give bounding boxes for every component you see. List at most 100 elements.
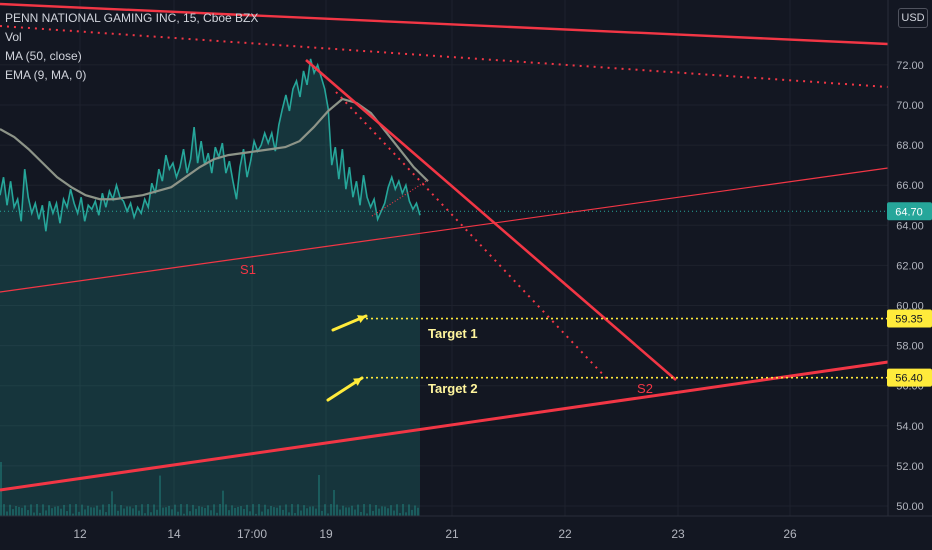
volume-bar [381, 506, 383, 516]
y-tick-label: 54.00 [896, 421, 924, 433]
descending-trendline [305, 59, 677, 381]
volume-bar [141, 504, 143, 516]
volume-bar [189, 511, 191, 516]
volume-bar [393, 510, 395, 516]
volume-bar [342, 505, 344, 516]
volume-bar [273, 507, 275, 516]
volume-bar [120, 505, 122, 516]
volume-bar [87, 505, 89, 516]
x-tick-label: 23 [671, 527, 685, 541]
volume-bar [366, 513, 368, 516]
volume-bar [12, 509, 14, 516]
volume-bar [360, 511, 362, 516]
volume-bar [21, 507, 23, 516]
volume-bar [135, 505, 137, 516]
y-tick-label: 72.00 [896, 60, 924, 72]
currency-button[interactable]: USD [898, 8, 928, 28]
volume-bar [147, 504, 149, 516]
volume-bar [252, 504, 254, 516]
s1-support-line [0, 167, 889, 293]
trend-drawings[interactable] [0, 2, 889, 492]
volume-bar [282, 509, 284, 516]
volume-bar [111, 491, 113, 516]
legend-ema[interactable]: EMA (9, MA, 0) [5, 68, 87, 82]
volume-bar [159, 475, 161, 516]
x-tick-label: 19 [319, 527, 333, 541]
volume-bar [324, 504, 326, 516]
y-tick-label: 68.00 [896, 140, 924, 152]
volume-bar [24, 505, 26, 516]
volume-bar [96, 505, 98, 516]
volume-bar [414, 505, 416, 516]
volume-bar [303, 505, 305, 516]
volume-bar [72, 513, 74, 516]
y-tick-label: 70.00 [896, 100, 924, 112]
volume-bar [267, 509, 269, 516]
volume-bar [84, 509, 86, 516]
legend-ma[interactable]: MA (50, close) [5, 49, 82, 63]
volume-bar [6, 511, 8, 516]
x-tick-label: 26 [783, 527, 797, 541]
volume-bar [417, 507, 419, 516]
volume-bar [291, 504, 293, 516]
volume-bar [369, 504, 371, 516]
volume-bar [405, 512, 407, 516]
volume-bar [78, 511, 80, 516]
volume-bar [354, 509, 356, 516]
volume-bar [216, 512, 218, 516]
volume-bar [129, 506, 131, 516]
volume-bar [69, 504, 71, 516]
volume-bar [309, 506, 311, 516]
volume-bar [192, 504, 194, 516]
volume-bar [294, 513, 296, 516]
volume-bar [300, 510, 302, 516]
volume-bar [213, 504, 215, 516]
legend-symbol[interactable]: PENN NATIONAL GAMING INC, 15, Cboe BZX [5, 11, 259, 25]
volume-bar [105, 512, 107, 516]
volume-bar [66, 511, 68, 516]
volume-bar [30, 504, 32, 516]
volume-bar [243, 508, 245, 516]
volume-bar [390, 505, 392, 516]
volume-bar [408, 504, 410, 516]
volume-bar [222, 490, 224, 516]
volume-bar [39, 512, 41, 516]
volume-bar [168, 505, 170, 516]
volume-bar [333, 489, 335, 516]
target-1-label: Target 1 [428, 326, 478, 341]
legend-volume[interactable]: Vol [5, 30, 22, 44]
volume-bar [123, 508, 125, 516]
volume-bar [345, 507, 347, 516]
volume-bar [99, 509, 101, 516]
volume-bar [207, 505, 209, 516]
volume-bar [33, 512, 35, 516]
chart-grid [0, 0, 888, 516]
volume-bar [81, 504, 83, 516]
volume-bar [279, 505, 281, 516]
last-price-badge-bg [887, 202, 932, 221]
volume-bar [15, 506, 17, 516]
x-tick-label: 22 [558, 527, 572, 541]
chart-legend: PENN NATIONAL GAMING INC, 15, Cboe BZX V… [5, 9, 258, 85]
volume-bar [399, 513, 401, 516]
target-1-price-badge: 59.35 [895, 314, 923, 326]
target-2-price-badge: 56.40 [895, 373, 923, 385]
volume-bar [75, 504, 77, 516]
target-1-arrow-icon-head [357, 315, 366, 324]
y-tick-label: 58.00 [896, 341, 924, 353]
volume-bar [249, 511, 251, 516]
volume-bar [330, 504, 332, 516]
volume-bar [117, 510, 119, 516]
volume-bar [336, 504, 338, 516]
volume-bar [156, 509, 158, 516]
volume-bar [108, 504, 110, 516]
x-tick-label: 14 [167, 527, 181, 541]
volume-bar [45, 510, 47, 516]
s1-label: S1 [240, 262, 256, 277]
volume-bar [183, 513, 185, 516]
y-tick-label: 66.00 [896, 180, 924, 192]
volume-bar [384, 506, 386, 516]
volume-bar [321, 510, 323, 516]
volume-bar [411, 509, 413, 516]
